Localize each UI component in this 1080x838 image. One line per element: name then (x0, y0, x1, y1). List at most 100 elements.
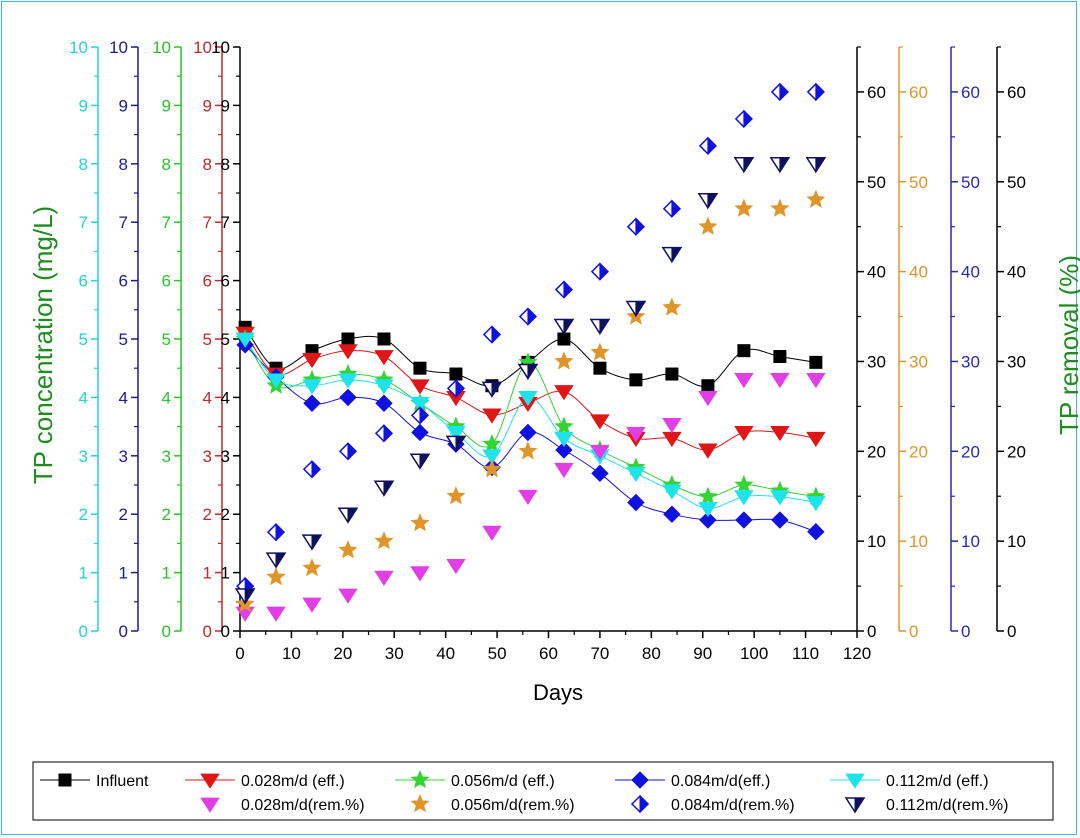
data-point (446, 426, 466, 442)
marker-shape (266, 567, 286, 586)
marker-shape (665, 367, 679, 381)
data-point (807, 523, 825, 541)
data-point (733, 157, 755, 174)
data-point (337, 507, 359, 524)
legend-item: 0.028m/d (eff.) (185, 773, 345, 790)
x-tick-label: 40 (436, 644, 455, 663)
legend-label: 0.056m/d(rem.%) (451, 797, 575, 814)
data-point (770, 490, 790, 506)
marker-fill (347, 507, 358, 524)
x-tick-label: 60 (539, 644, 558, 663)
marker-shape (845, 773, 865, 789)
marker-shape (554, 351, 574, 370)
left-axis-tick-label: 4 (162, 388, 171, 407)
left-axis-tick-label: 2 (162, 505, 171, 524)
data-point (626, 426, 646, 443)
x-tick-label: 70 (590, 644, 609, 663)
legend-frame (32, 761, 1054, 821)
left-axis-tick-label: 1 (203, 564, 212, 583)
marker-shape (200, 797, 220, 813)
marker-fill (455, 435, 466, 453)
left-axis-tick-label: 9 (162, 96, 171, 115)
left-axis-tick-label: 9 (203, 96, 212, 115)
marker-fill (671, 247, 682, 264)
data-point (805, 157, 827, 174)
data-point (374, 379, 394, 395)
data-point (662, 484, 682, 500)
data-point (518, 307, 537, 326)
data-point (806, 431, 826, 448)
marker-shape (303, 394, 321, 412)
data-point (235, 332, 255, 348)
marker-shape (771, 511, 789, 529)
marker-shape (235, 332, 255, 348)
legend-label: 0.056m/d (eff.) (451, 773, 555, 790)
right-axis-tick-label: 0 (961, 622, 970, 641)
data-point (374, 531, 394, 550)
marker-fill (383, 424, 393, 443)
data-point (627, 493, 645, 512)
data-point (698, 443, 718, 459)
data-point (341, 332, 355, 346)
data-point (303, 394, 321, 412)
right-axis-tick-label: 10 (867, 532, 886, 551)
marker-shape (338, 588, 358, 604)
data-point (698, 216, 718, 235)
marker-shape (770, 426, 790, 442)
left-axis-tick-label: 1 (79, 564, 88, 583)
marker-shape (806, 431, 826, 448)
data-point (590, 342, 610, 361)
marker-fill (347, 442, 357, 461)
marker-fill (779, 157, 790, 174)
marker-fill (707, 193, 718, 210)
left-axis-tick-label: 2 (221, 505, 230, 524)
marker-shape (662, 431, 682, 448)
marker-shape (518, 489, 538, 505)
marker-shape (662, 417, 682, 434)
marker-shape (662, 484, 682, 500)
x-tick-label: 90 (693, 644, 712, 663)
data-point (625, 300, 647, 318)
left-axis-tick-label: 8 (162, 155, 171, 174)
data-point (734, 490, 754, 506)
marker-shape (302, 597, 322, 613)
marker-shape (698, 443, 718, 459)
data-point (591, 464, 609, 483)
legend-label: 0.084m/d(eff.) (671, 773, 770, 790)
left-axis-tick-label: 7 (221, 213, 230, 232)
left-axis-tick-label: 3 (162, 447, 171, 466)
right-axis-tick-label: 20 (867, 442, 886, 461)
data-point (339, 388, 357, 407)
legend-marker (631, 771, 649, 789)
data-point (234, 588, 256, 605)
marker-shape (770, 198, 790, 217)
marker-shape (482, 525, 502, 541)
data-point (737, 344, 751, 358)
marker-shape (302, 353, 322, 369)
data-point (770, 198, 790, 217)
data-point (593, 361, 607, 375)
marker-shape (699, 511, 717, 529)
marker-shape (374, 531, 394, 550)
data-point (338, 373, 358, 389)
left-axis-tick-label: 3 (203, 447, 212, 466)
left-axis-tick-label: 1 (119, 564, 128, 583)
left-axis-tick-label: 5 (79, 330, 88, 349)
marker-shape (631, 771, 649, 789)
data-point (338, 540, 358, 559)
x-tick-label: 10 (282, 644, 301, 663)
data-point (446, 559, 466, 575)
marker-shape (374, 570, 394, 586)
left-axis-tick-label: 2 (119, 505, 128, 524)
data-point (411, 423, 429, 442)
left-axis-tick-label: 3 (119, 447, 128, 466)
data-point (698, 501, 718, 518)
marker-fill (244, 588, 256, 605)
data-point (266, 522, 286, 542)
data-point (518, 489, 538, 505)
marker-fill (383, 480, 394, 497)
marker-shape (554, 385, 574, 401)
data-point (266, 567, 286, 586)
data-point (482, 459, 502, 478)
marker-shape (626, 466, 646, 483)
